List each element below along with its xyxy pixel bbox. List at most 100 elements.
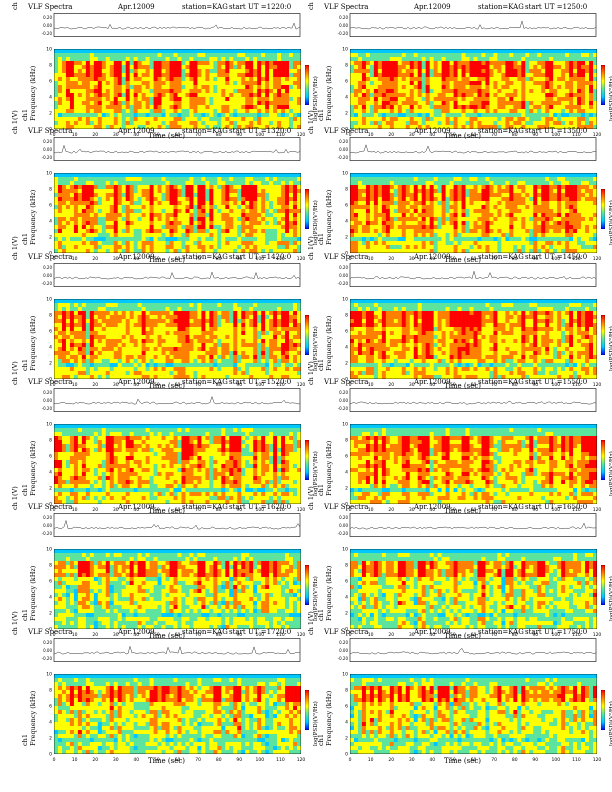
heat-cell [425,193,430,198]
heat-cell [185,97,190,102]
heat-cell [153,65,158,70]
heat-cell [189,213,194,218]
heat-cell [357,217,363,222]
heat-cell [253,181,258,186]
heat-cell [249,89,254,94]
heat-cell [89,89,95,94]
heat-cell [501,125,506,129]
heat-cell [393,69,399,74]
heat-cell [213,237,218,242]
heat-cell [409,237,415,242]
heat-cell [225,85,230,90]
heat-cell [417,209,423,214]
heat-cell [54,65,59,70]
heat-cell [61,225,67,230]
heat-cell [505,117,510,122]
heat-cell [97,249,103,253]
heat-cell [153,189,158,194]
heat-cell [449,89,454,94]
heat-cell [85,181,91,186]
heat-cell [213,249,218,253]
heat-cell [289,237,294,242]
heat-cell [413,233,419,238]
heat-cell [421,73,426,78]
heat-cell [385,101,391,106]
heat-cell [581,189,586,194]
heat-cell [193,193,198,198]
heat-cell [561,241,566,246]
heat-cell [205,217,210,222]
heat-cell [493,81,498,86]
frequency-axis-label: ch1 Frequency (kHz) [317,190,333,245]
heat-cell [161,53,166,58]
heat-cell [113,69,119,74]
heat-cell [285,101,290,106]
heat-cell [157,93,162,98]
heat-cell [177,101,182,106]
heat-cell [501,65,506,70]
heat-cell [369,205,375,210]
heat-cell [109,173,115,178]
heat-cell [141,65,146,70]
heat-cell [109,177,115,182]
heat-cell [173,85,178,90]
heat-cell [133,93,138,98]
heat-cell [521,65,526,70]
heat-cell [385,109,391,114]
heat-cell [117,237,123,242]
heat-cell [221,53,226,58]
heat-cell [565,193,570,198]
heat-cell [281,89,286,94]
heat-cell [117,69,123,74]
time-tick-label: 0 [53,132,56,138]
heat-cell [173,193,178,198]
heat-cell [561,221,566,226]
heat-cell [153,85,158,90]
heat-cell [121,237,127,242]
heat-cell [133,77,138,82]
heat-cell [161,205,166,210]
heat-cell [585,201,590,206]
heat-cell [537,241,542,246]
heat-cell [457,241,462,246]
heat-cell [65,201,71,206]
heat-cell [377,189,383,194]
heat-cell [497,189,502,194]
heat-cell [545,229,550,234]
heat-cell [117,85,123,90]
heat-cell [577,193,582,198]
heat-cell [285,213,290,218]
heat-cell [121,193,127,198]
heat-cell [509,197,514,202]
heat-cell [509,173,514,178]
heat-cell [537,189,542,194]
heat-cell [573,233,578,238]
heat-cell [57,201,63,206]
heat-cell [413,209,419,214]
heat-cell [261,185,266,190]
heat-cell [469,209,474,214]
heat-cell [457,61,462,66]
heat-cell [225,53,230,58]
heat-cell [553,193,558,198]
heat-cell [229,105,234,110]
heat-cell [257,229,262,234]
heat-cell [193,81,198,86]
heat-cell [145,117,150,122]
heat-cell [209,93,214,98]
heat-cell [509,93,514,98]
heat-cell [77,249,83,253]
heat-cell [61,117,67,122]
heat-cell [585,109,590,114]
heat-cell [557,173,562,178]
time-axis-label: Time (sec) [148,256,186,264]
heat-cell [273,53,278,58]
heat-cell [269,241,274,246]
heat-cell [541,225,546,230]
heat-cell [593,125,597,129]
heat-cell [465,85,470,90]
heat-cell [581,109,586,114]
heat-cell [257,109,262,114]
heat-cell [277,61,282,66]
heat-cell [229,49,234,54]
